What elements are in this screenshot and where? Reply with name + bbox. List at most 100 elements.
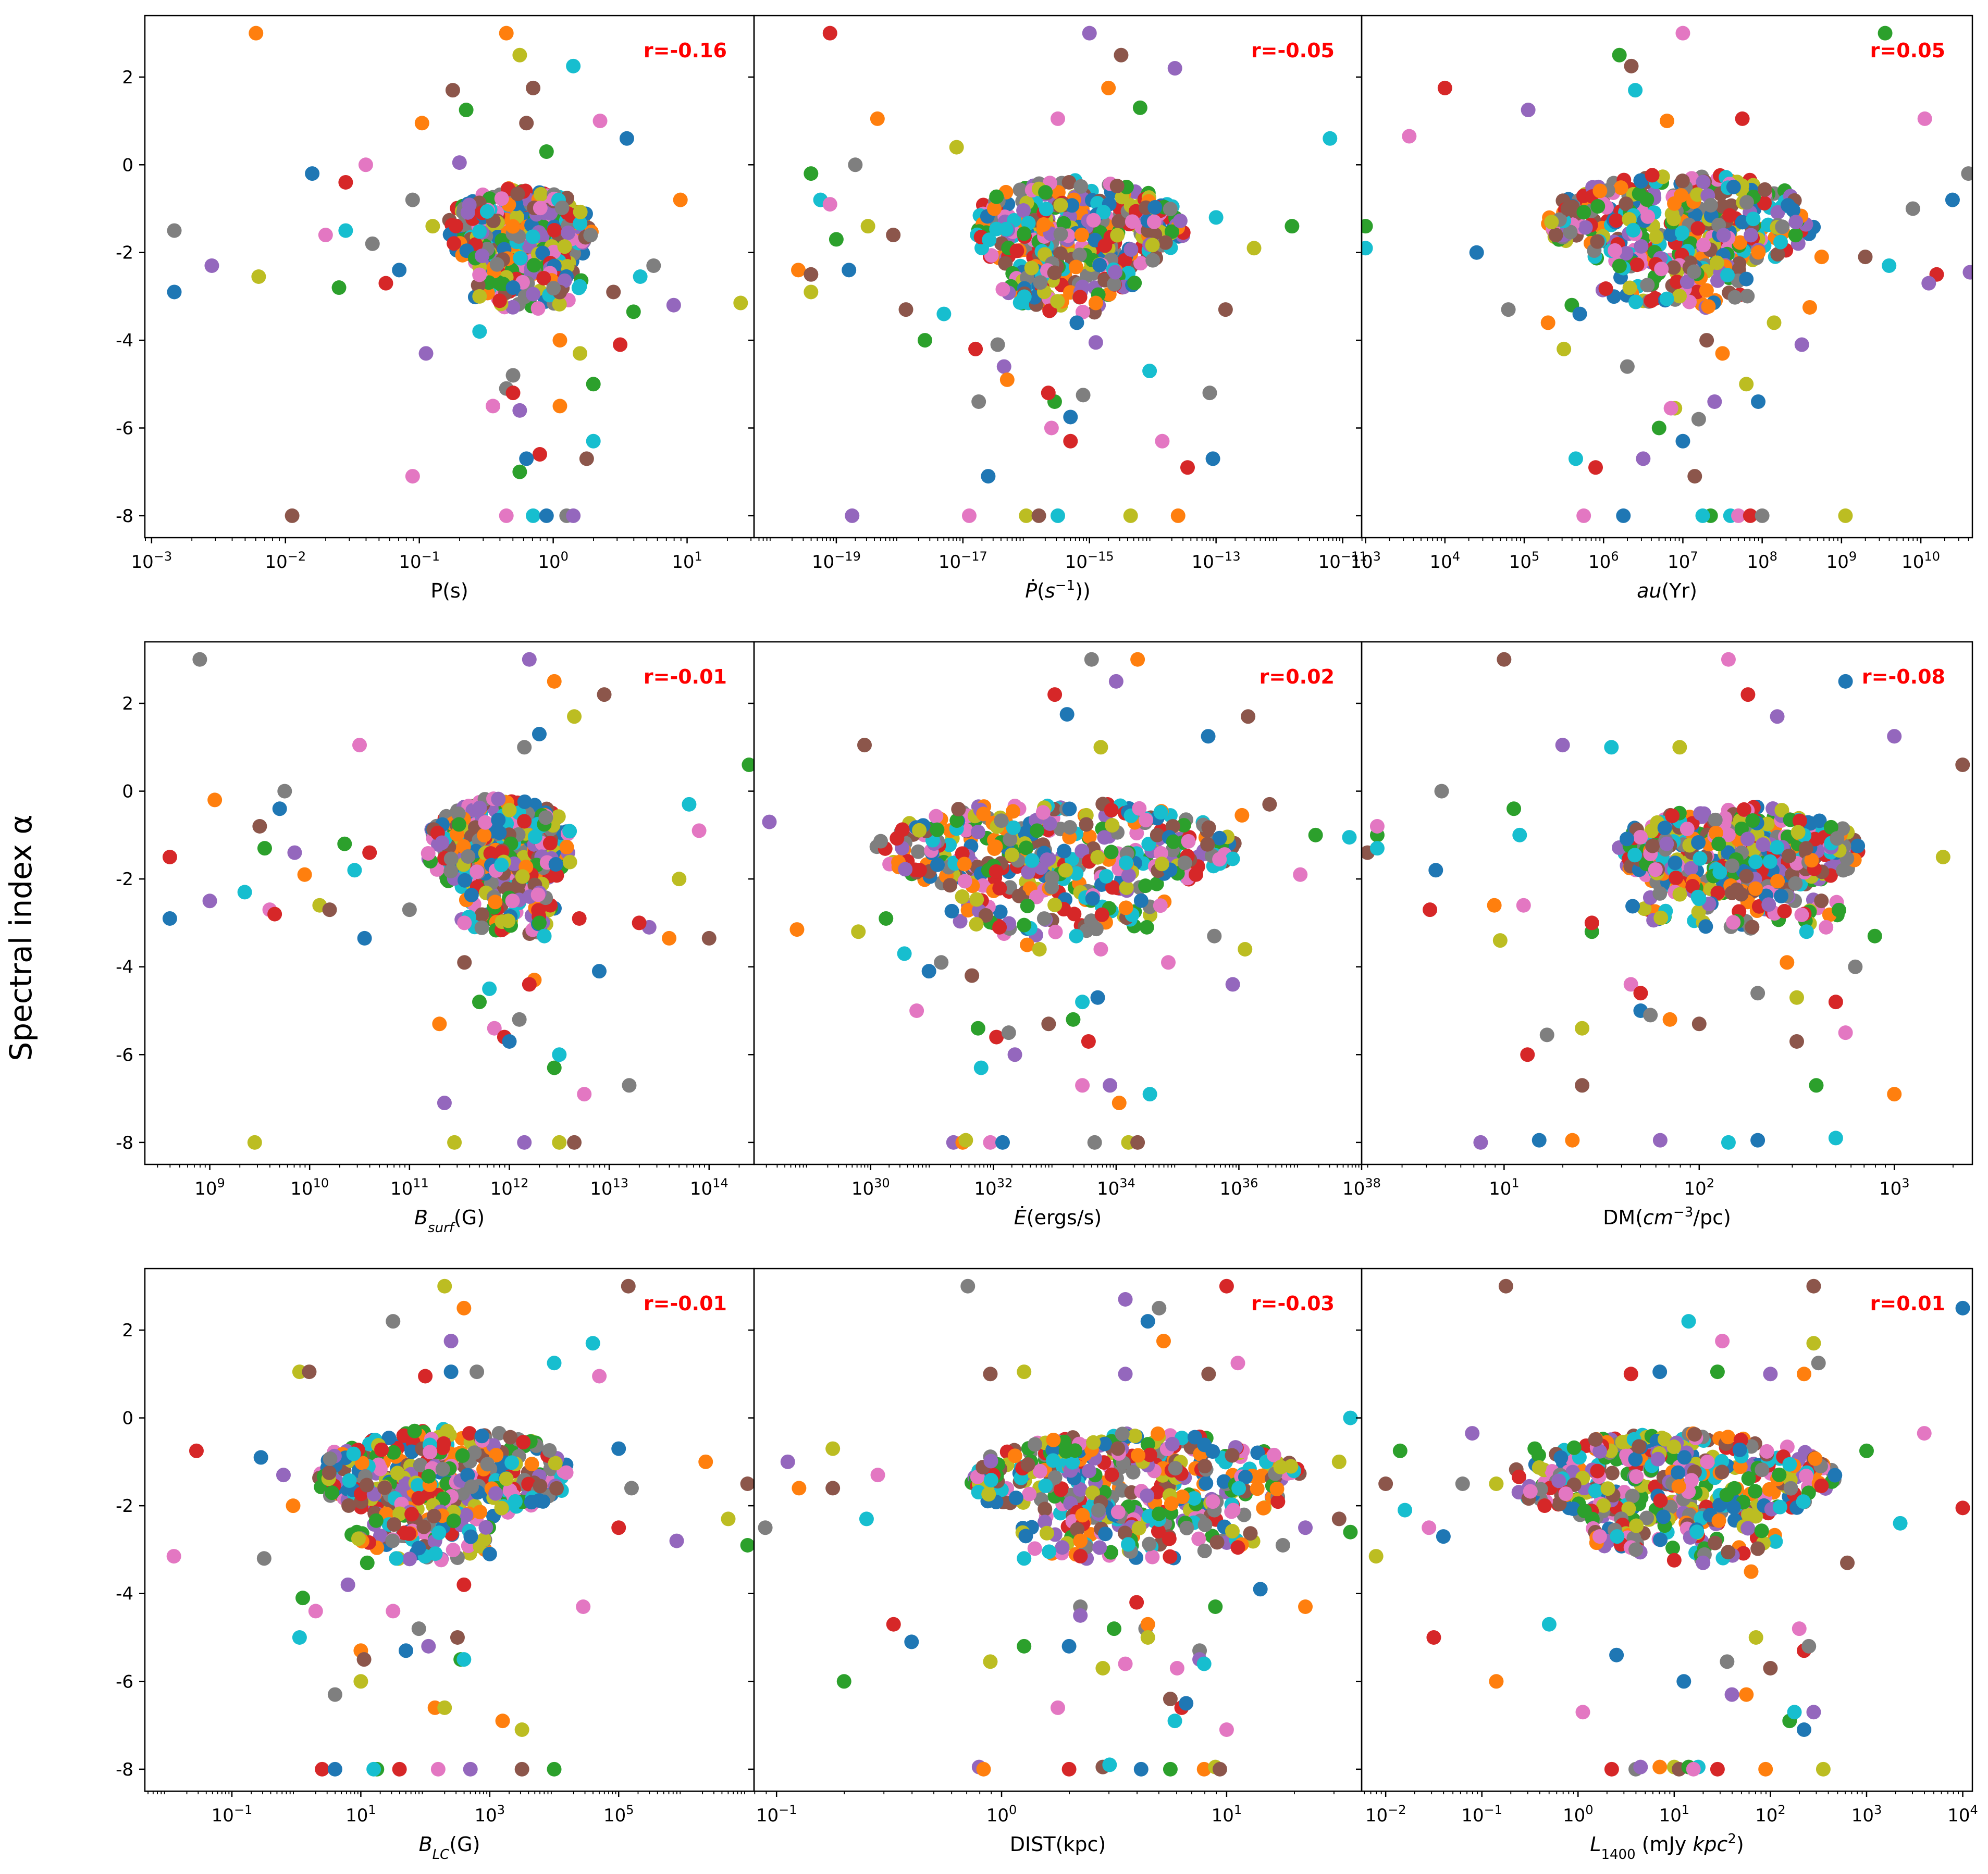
data-point bbox=[998, 256, 1013, 271]
data-point bbox=[373, 1528, 388, 1543]
data-point bbox=[327, 1687, 342, 1702]
x-tick-label: 107 bbox=[1668, 549, 1698, 573]
data-point bbox=[1205, 1494, 1220, 1509]
data-point bbox=[411, 1621, 426, 1636]
data-point bbox=[897, 946, 912, 961]
data-point bbox=[1671, 1479, 1686, 1494]
data-point bbox=[1691, 835, 1706, 850]
data-point bbox=[1059, 707, 1075, 722]
data-point bbox=[613, 337, 628, 352]
data-point bbox=[1770, 709, 1785, 724]
data-point bbox=[692, 823, 707, 838]
data-point bbox=[1745, 813, 1760, 828]
data-point bbox=[1153, 846, 1168, 861]
scatter-points bbox=[1362, 652, 1970, 1150]
data-point bbox=[1091, 1503, 1106, 1518]
data-point bbox=[1636, 451, 1651, 466]
data-point bbox=[561, 225, 576, 240]
scatter-points bbox=[758, 1279, 1358, 1777]
data-point bbox=[162, 850, 177, 864]
x-axis-label: au(Yr) bbox=[1637, 579, 1697, 602]
data-point bbox=[983, 1454, 998, 1469]
data-point bbox=[1687, 1427, 1702, 1442]
data-point bbox=[577, 1087, 592, 1102]
data-point bbox=[1699, 283, 1714, 298]
data-point bbox=[562, 824, 577, 839]
data-point bbox=[492, 293, 507, 308]
data-point bbox=[1575, 1705, 1590, 1720]
data-point bbox=[1489, 1476, 1504, 1491]
data-point bbox=[410, 1478, 425, 1493]
data-point bbox=[921, 964, 936, 979]
data-point bbox=[1465, 1426, 1480, 1441]
x-tick-label: 103 bbox=[475, 1803, 505, 1826]
data-point bbox=[1176, 817, 1191, 833]
data-point bbox=[1469, 245, 1484, 260]
data-point bbox=[237, 885, 252, 900]
data-point bbox=[1689, 1524, 1705, 1540]
data-point bbox=[451, 817, 466, 832]
data-point bbox=[1709, 255, 1724, 270]
data-point bbox=[949, 140, 964, 155]
data-point bbox=[1652, 886, 1668, 901]
data-point bbox=[1814, 250, 1829, 265]
data-point bbox=[1828, 1468, 1843, 1483]
data-point bbox=[425, 219, 440, 234]
x-tick-label: 10−1 bbox=[1461, 1803, 1502, 1826]
data-point bbox=[435, 835, 450, 850]
data-point bbox=[547, 222, 562, 238]
data-point bbox=[1740, 1521, 1756, 1536]
data-point bbox=[586, 377, 601, 392]
data-point bbox=[1698, 919, 1713, 934]
data-point bbox=[957, 874, 972, 889]
data-point bbox=[566, 58, 581, 73]
data-point bbox=[488, 1486, 503, 1501]
data-point bbox=[1629, 257, 1645, 272]
data-point bbox=[1712, 865, 1727, 880]
data-point bbox=[1123, 508, 1138, 523]
data-point bbox=[1092, 257, 1107, 272]
data-point bbox=[1001, 1025, 1016, 1040]
data-point bbox=[1770, 247, 1785, 262]
data-point bbox=[1073, 179, 1089, 194]
axes-frame bbox=[1361, 1268, 1973, 1792]
data-point bbox=[1179, 1696, 1194, 1711]
data-point bbox=[390, 1466, 405, 1481]
data-point bbox=[1762, 1482, 1777, 1497]
data-point bbox=[491, 791, 506, 806]
data-point bbox=[526, 80, 541, 95]
data-point bbox=[1511, 1469, 1526, 1484]
data-point bbox=[1652, 1133, 1668, 1148]
data-point bbox=[1123, 242, 1139, 257]
data-point bbox=[341, 1498, 356, 1513]
data-point bbox=[322, 902, 337, 917]
data-point bbox=[969, 916, 984, 932]
data-point bbox=[1256, 1500, 1271, 1516]
data-point bbox=[1696, 238, 1711, 253]
data-point bbox=[1917, 1426, 1932, 1441]
data-point bbox=[472, 800, 487, 815]
data-point bbox=[482, 981, 497, 996]
data-point bbox=[1142, 1087, 1157, 1102]
data-point bbox=[1497, 652, 1512, 667]
data-point bbox=[951, 802, 966, 817]
data-point bbox=[1565, 1133, 1580, 1148]
data-point bbox=[462, 197, 477, 213]
panel-0: -8 -6 -4 -2 0 2 10−3 10−2 10−1 100 101 P(s) r=-0.16 bbox=[116, 15, 755, 602]
data-point bbox=[505, 386, 521, 401]
x-tick-label: 1010 bbox=[1901, 549, 1940, 573]
data-point bbox=[1788, 228, 1803, 243]
x-tick-label: 104 bbox=[1947, 1803, 1978, 1826]
data-point bbox=[472, 324, 487, 339]
data-point bbox=[1096, 205, 1111, 220]
data-point bbox=[917, 333, 932, 348]
data-point bbox=[1521, 103, 1536, 118]
data-point bbox=[378, 276, 393, 291]
data-point bbox=[825, 1481, 841, 1496]
data-point bbox=[591, 964, 607, 979]
data-point bbox=[886, 228, 901, 243]
data-point bbox=[1733, 235, 1748, 250]
x-tick-label: 10−2 bbox=[1365, 1803, 1406, 1826]
data-point bbox=[1787, 1705, 1802, 1720]
data-point bbox=[1199, 1476, 1214, 1491]
